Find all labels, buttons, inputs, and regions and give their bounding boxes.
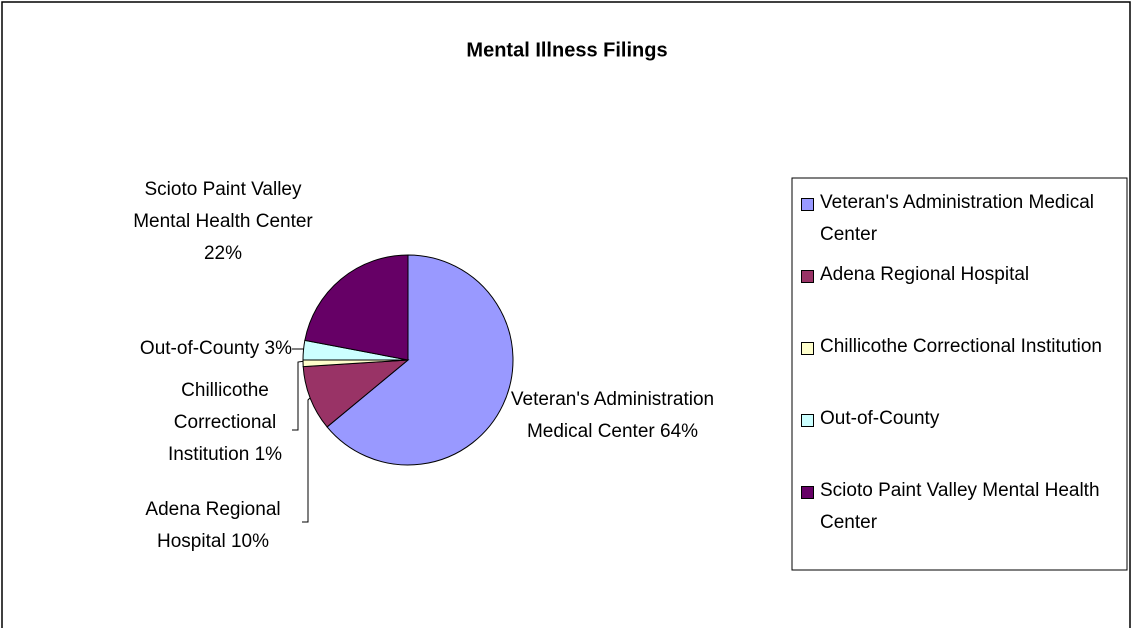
data-label-name: Adena Regional Hospital	[145, 499, 281, 552]
legend-entry: Scioto Paint Valley Mental Health Center	[820, 475, 1110, 539]
legend-text: Adena Regional Hospital	[820, 264, 1030, 285]
legend-swatch	[801, 342, 814, 355]
legend-text: Out-of-County	[820, 408, 940, 429]
data-label-value: 1%	[254, 444, 283, 465]
legend-swatch	[801, 486, 814, 499]
legend-entry: Out-of-County	[820, 403, 1110, 435]
data-label-name: Veteran's Administration Medical Center	[510, 389, 715, 442]
data-label: Adena Regional Hospital 10%	[118, 494, 308, 558]
legend-entry: Chillicothe Correctional Institution	[820, 331, 1110, 363]
data-label-value: 64%	[660, 421, 699, 442]
legend-swatch	[801, 270, 814, 283]
legend-entry: Veteran's Administration Medical Center	[820, 187, 1110, 251]
pie-slice	[326, 254, 514, 466]
data-label-value: 10%	[230, 531, 269, 552]
data-label: Chillicothe Correctional Institution 1%	[140, 375, 310, 471]
chart-title: Mental Illness Filings	[466, 39, 667, 61]
pie-slice	[304, 254, 409, 361]
legend-swatch	[801, 414, 814, 427]
data-label: Scioto Paint Valley Mental Health Center…	[128, 174, 318, 270]
legend-swatch	[801, 198, 814, 211]
legend-box	[791, 177, 1128, 571]
legend-text: Chillicothe Correctional Institution	[820, 336, 1102, 357]
data-label-name: Chillicothe Correctional Institution	[167, 380, 277, 465]
data-label: Veteran's Administration Medical Center …	[505, 384, 720, 448]
data-label-value: 22%	[203, 243, 243, 264]
legend-text: Veteran's Administration Medical Center	[820, 192, 1094, 245]
data-label-name: Out-of-County	[139, 338, 260, 359]
legend-entry: Adena Regional Hospital	[820, 259, 1110, 291]
data-label-name: Scioto Paint Valley Mental Health Center	[133, 179, 313, 232]
legend-text: Scioto Paint Valley Mental Health Center	[820, 480, 1100, 533]
data-label-value: 3%	[264, 338, 292, 359]
data-label: Out-of-County 3%	[60, 333, 292, 365]
